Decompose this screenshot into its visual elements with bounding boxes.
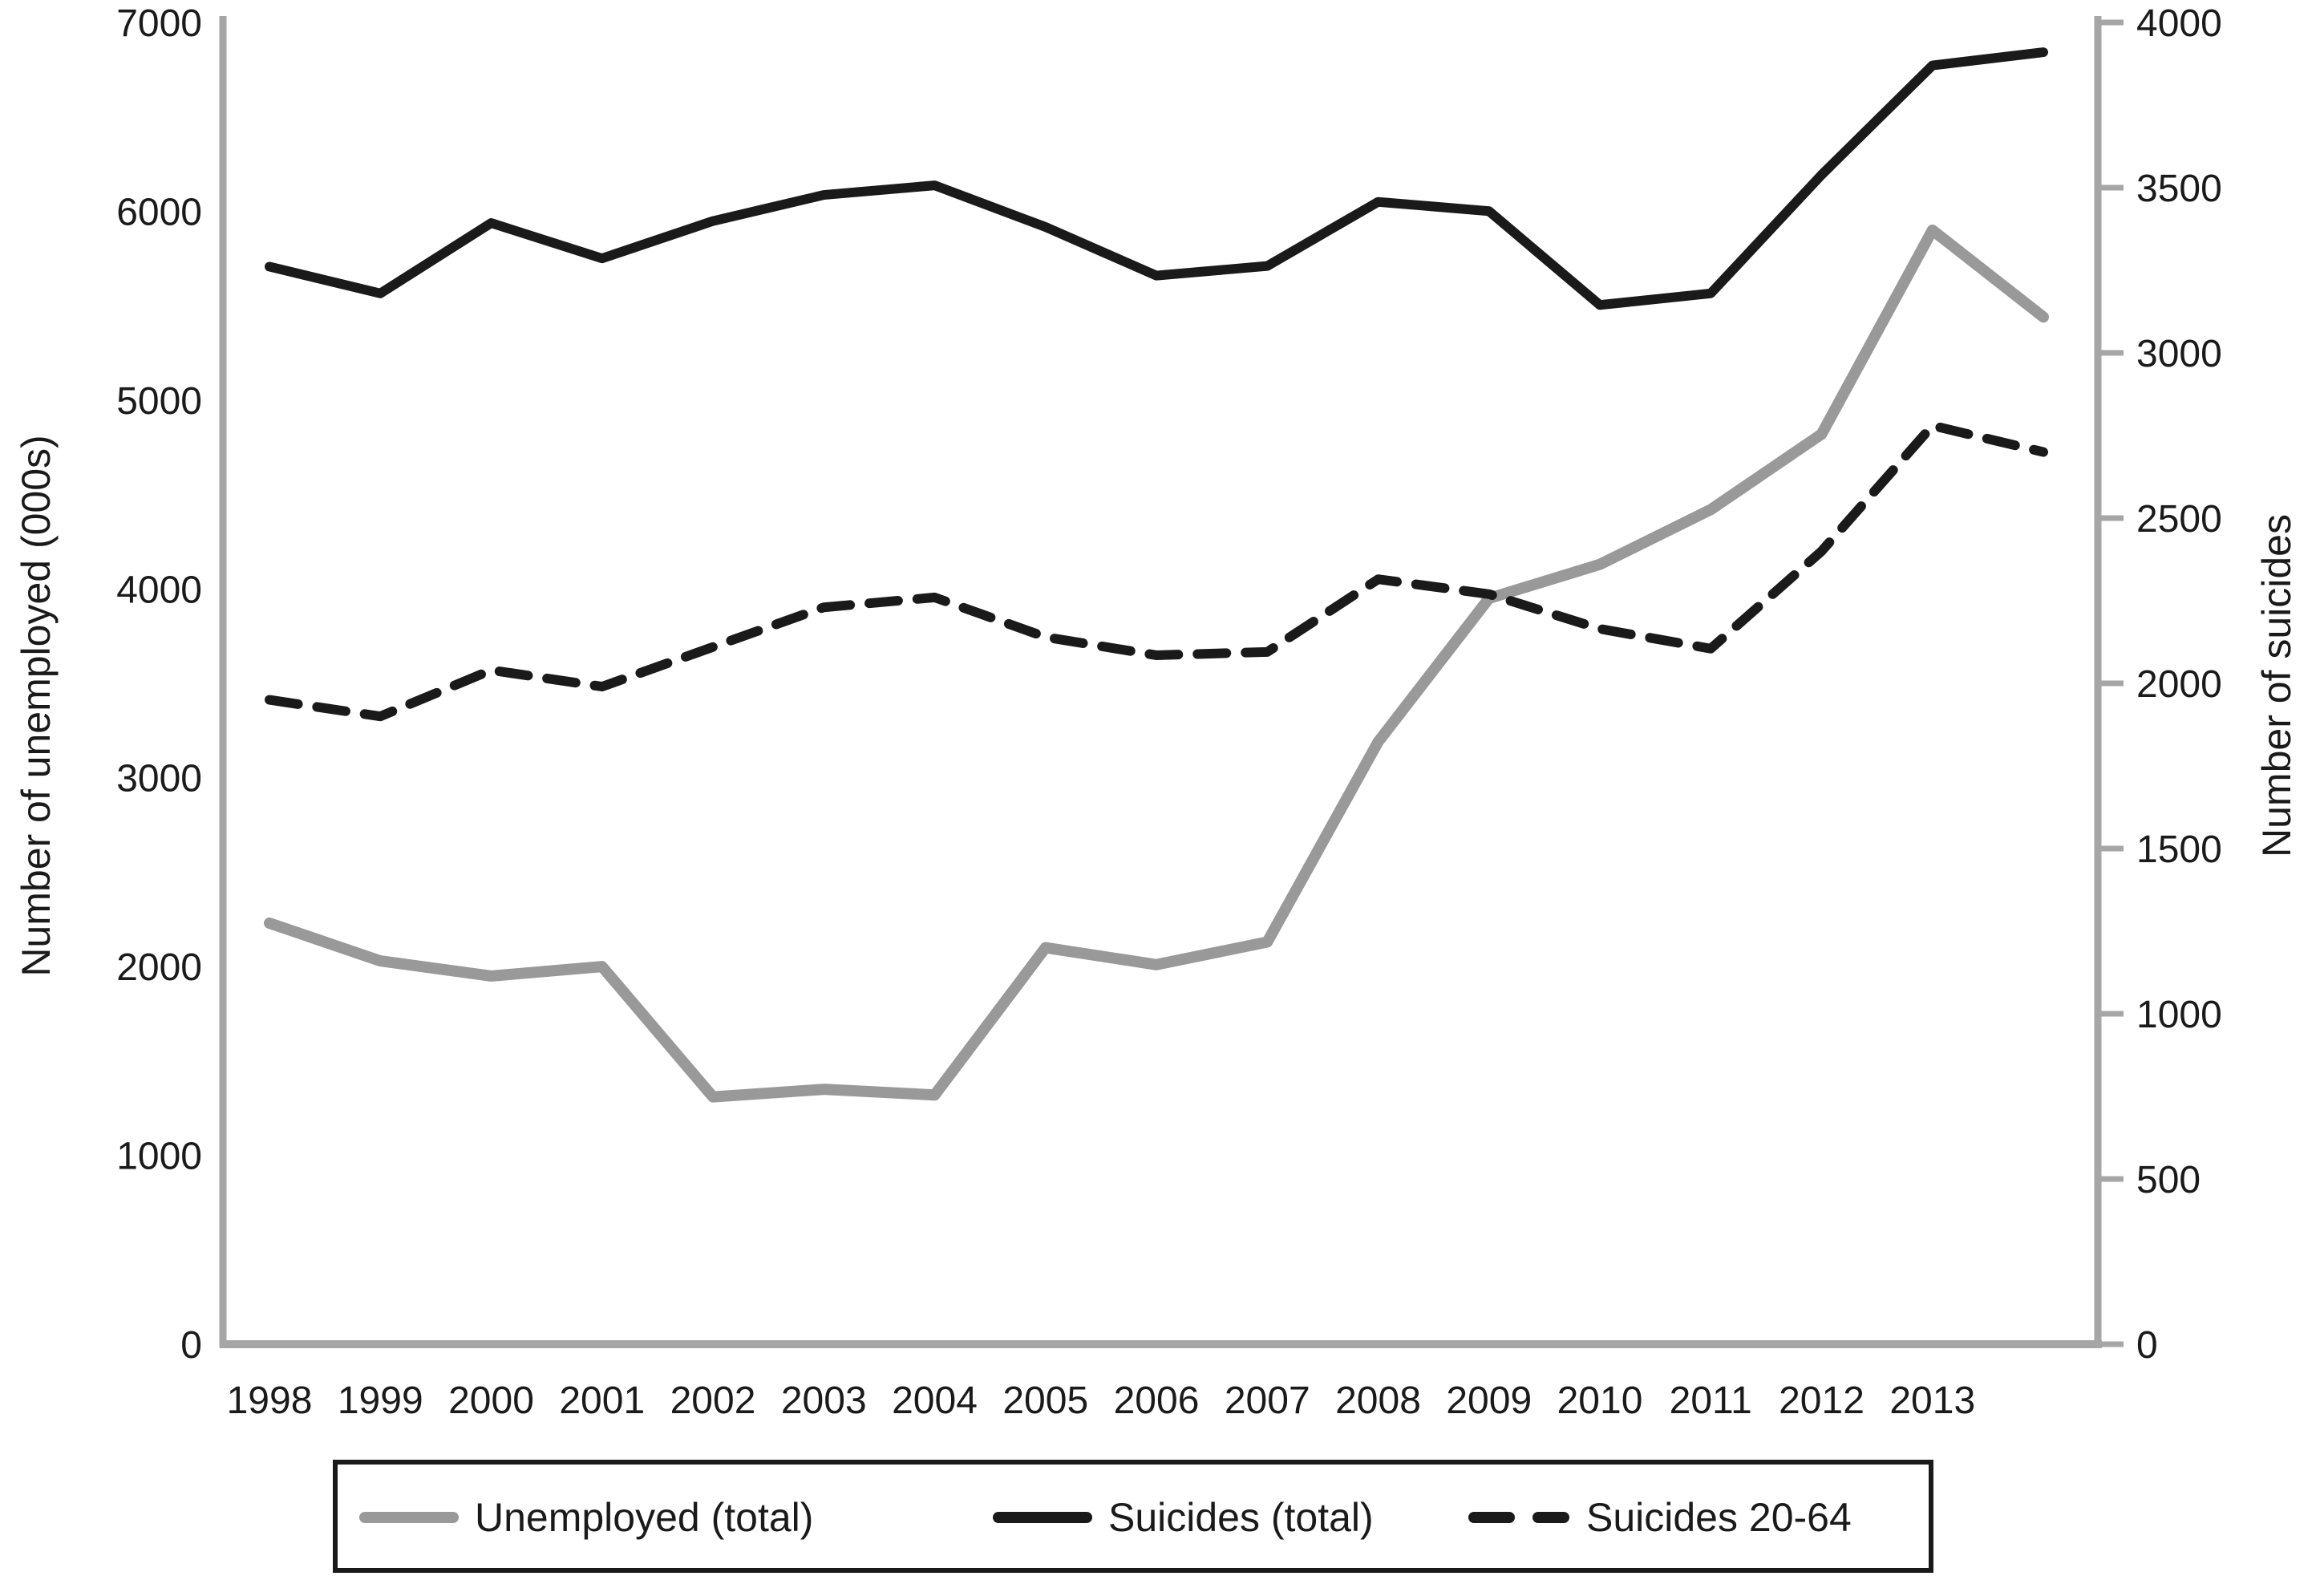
x-axis-year-label: 2003 <box>781 1380 867 1422</box>
left-axis-tick-label: 2000 <box>116 946 202 989</box>
legend-label-suicides-20-64: Suicides 20-64 <box>1586 1495 1852 1540</box>
x-axis-year-label: 2004 <box>892 1380 978 1422</box>
right-axis-tick-label: 3000 <box>2136 333 2222 375</box>
plot-axes <box>219 16 2102 1348</box>
x-axis-year-label: 2002 <box>670 1380 756 1422</box>
left-axis-tick-label: 6000 <box>116 191 202 233</box>
left-axis-tick-label: 7000 <box>116 2 202 45</box>
series-line-suicides-20-64 <box>265 420 2048 722</box>
left-axis-tick-labels: 0 1000 2000 3000 4000 5000 6000 7000 <box>116 2 202 1367</box>
legend-item-unemployed: Unemployed (total) <box>359 1495 813 1540</box>
legend-border <box>333 1460 1933 1573</box>
x-axis-year-label: 2010 <box>1557 1380 1643 1422</box>
data-series-lines <box>264 47 2049 1103</box>
x-axis-year-label: 2001 <box>559 1380 645 1422</box>
right-axis-title: Number of suicides <box>2254 514 2299 857</box>
x-axis-year-label: 2006 <box>1114 1380 1200 1422</box>
right-axis-tick-label: 4000 <box>2136 2 2222 45</box>
x-axis-year-label: 2007 <box>1225 1380 1310 1422</box>
right-axis-tick-label: 1500 <box>2136 829 2222 871</box>
x-axis-year-label: 2011 <box>1670 1380 1752 1422</box>
left-axis-tick-label: 0 <box>180 1324 202 1367</box>
left-axis-title: Number of unemployed (000s) <box>14 435 59 976</box>
left-axis-tick-label: 4000 <box>116 569 202 611</box>
legend-label-suicides-total: Suicides (total) <box>1108 1495 1374 1540</box>
legend-item-suicides-20-64: Suicides 20-64 <box>1468 1495 1852 1540</box>
right-axis-tick-label: 2000 <box>2136 663 2222 706</box>
legend-box: Unemployed (total) Suicides (total) Suic… <box>333 1460 1933 1573</box>
x-axis-year-label: 1998 <box>227 1380 313 1422</box>
x-axis-year-label: 2009 <box>1446 1380 1532 1422</box>
left-axis-tick-label: 3000 <box>116 758 202 800</box>
x-axis-year-label: 1999 <box>338 1380 423 1422</box>
right-axis-tick-label: 1000 <box>2136 994 2222 1036</box>
right-axis-tick-label: 3500 <box>2136 168 2222 210</box>
legend-label-unemployed: Unemployed (total) <box>475 1495 813 1540</box>
left-axis-tick-label: 1000 <box>116 1136 202 1178</box>
series-line-unemployed-total- <box>264 224 2049 1103</box>
x-axis-year-label: 2013 <box>1889 1380 1975 1422</box>
right-axis-tick-label: 0 <box>2136 1324 2158 1367</box>
right-axis-tick-label: 500 <box>2136 1159 2201 1201</box>
x-axis-year-label: 2012 <box>1779 1380 1864 1422</box>
left-axis-tick-label: 5000 <box>116 380 202 423</box>
legend-item-suicides-total: Suicides (total) <box>993 1495 1374 1540</box>
series-line-suicides-total- <box>265 47 2048 310</box>
x-axis-year-label: 2005 <box>1002 1380 1088 1422</box>
right-axis-tick-labels: 0 500 1000 1500 2000 2500 3000 3500 4000 <box>2098 2 2222 1367</box>
right-axis-tick-label: 2500 <box>2136 498 2222 541</box>
x-axis-year-labels: 1998 1999 2000 2001 2002 2003 2004 2005 2006 2007… <box>227 1380 1976 1422</box>
x-axis-year-label: 2000 <box>448 1380 534 1422</box>
x-axis-year-label: 2008 <box>1335 1380 1421 1422</box>
